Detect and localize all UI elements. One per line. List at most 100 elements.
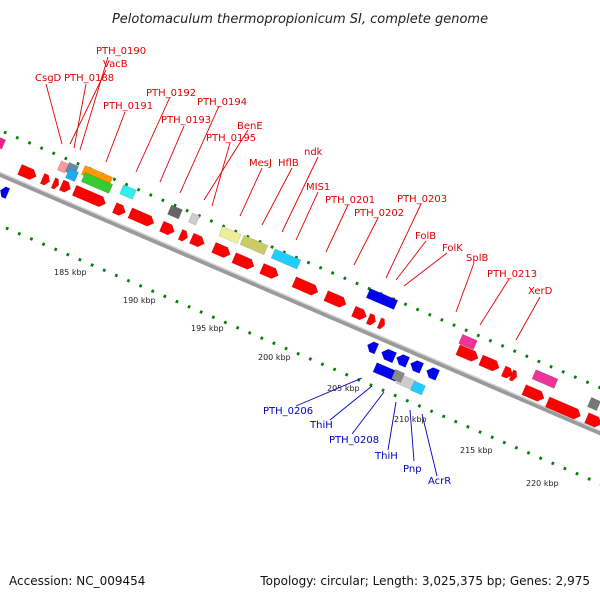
gene-label-pth-0191: PTH_0191	[103, 101, 153, 112]
forward-gene-arrow	[112, 202, 126, 216]
ring-dot	[284, 346, 288, 351]
ring-dot	[318, 265, 323, 270]
ring-dot	[587, 477, 591, 481]
ring-dot	[476, 333, 481, 338]
scale-label: 220 kbp	[526, 479, 559, 488]
gene-label-pth-0201: PTH_0201	[325, 195, 375, 206]
ring-dot	[272, 341, 276, 346]
accession-text: Accession: NC_009454	[9, 574, 146, 588]
ring-dot	[90, 263, 94, 267]
ring-dot	[320, 362, 325, 367]
ring-dot	[526, 451, 531, 455]
ring-dot	[585, 380, 590, 385]
ring-dot	[296, 351, 300, 356]
forward-gene-arrow	[500, 365, 513, 379]
forward-gene-arrow	[351, 305, 367, 321]
gene-label-pth-0194: PTH_0194	[197, 97, 247, 108]
ring-dot	[428, 312, 432, 317]
gene-label-mesj: MesJ	[249, 158, 272, 169]
ring-dot	[563, 466, 567, 471]
ring-dot	[440, 318, 444, 322]
ring-dot	[102, 268, 106, 273]
ring-dot	[367, 286, 371, 291]
forward-gene-arrow	[521, 384, 545, 402]
ring-dot	[282, 250, 286, 255]
forward-gene-arrow	[291, 276, 319, 296]
ring-dot	[78, 257, 82, 262]
ring-dot	[294, 255, 299, 260]
gene-label-pth-0192: PTH_0192	[146, 88, 196, 99]
ring-dot	[405, 398, 410, 403]
forward-gene-arrow	[177, 229, 188, 242]
reverse-gene-arrow	[0, 186, 11, 199]
scale-label: 205 kbp	[327, 384, 360, 393]
dotted-rings	[3, 130, 600, 486]
ring-dot	[490, 435, 494, 440]
ring-dot	[51, 151, 56, 156]
feature-block	[167, 204, 183, 220]
ring-dot	[197, 213, 202, 218]
forward-gene-arrow	[584, 412, 600, 428]
ring-dot	[393, 393, 397, 398]
scale-label: 185 kbp	[54, 268, 87, 277]
ring-dot	[500, 344, 505, 348]
gene-label-pth-0202: PTH_0202	[354, 208, 404, 219]
feature-block	[270, 248, 302, 270]
forward-gene-arrow	[71, 184, 106, 208]
ring-dot	[403, 302, 408, 307]
ring-dot	[330, 271, 335, 275]
forward-gene-arrow	[50, 177, 59, 190]
ring-dot	[114, 273, 119, 278]
gene-label-thih: ThiH	[309, 420, 333, 431]
forward-gene-arrow	[17, 164, 37, 180]
scale-label: 195 kbp	[191, 324, 224, 333]
ring-dot	[221, 224, 226, 229]
ring-dot	[5, 226, 9, 231]
ring-dot	[306, 260, 311, 265]
ring-dot	[478, 430, 482, 434]
gene-label-pth-0213: PTH_0213	[487, 269, 537, 280]
ring-dot	[126, 278, 131, 283]
forward-gene-arrow	[545, 396, 581, 420]
ring-dot	[187, 304, 191, 309]
feature-block	[587, 397, 600, 411]
ring-dot	[64, 156, 68, 161]
forward-gene-labels: CsgD PTH_0190 VacB PTH_0188 PTH_0191 PTH…	[35, 46, 553, 341]
reverse-gene-arrow	[410, 360, 424, 374]
ring-dot	[233, 229, 238, 234]
forward-gene-arrow	[365, 313, 376, 326]
ring-dot	[76, 161, 80, 166]
ring-dot	[124, 182, 129, 187]
gene-label-splb: SplB	[466, 253, 488, 264]
ring-dot	[464, 328, 468, 333]
forward-gene-arrow	[189, 232, 205, 248]
feature-block	[531, 369, 559, 389]
feature-block	[65, 168, 79, 182]
ring-dot	[211, 315, 216, 320]
ring-dot	[270, 245, 274, 249]
genome-summary-text: Topology: circular; Length: 3,025,375 bp…	[260, 574, 590, 588]
forward-gene-arrow	[58, 179, 71, 193]
ring-dot	[454, 419, 458, 424]
ring-dot	[452, 323, 456, 327]
gene-label-hflb: HflB	[278, 158, 299, 169]
forward-gene-arrow	[376, 317, 385, 330]
ring-dot	[185, 208, 189, 213]
ring-dot	[573, 375, 578, 379]
forward-gene-arrow	[39, 173, 50, 186]
gene-label-pth-0188: PTH_0188	[64, 73, 114, 84]
ring-dot	[17, 231, 22, 236]
feature-block	[218, 226, 242, 244]
ring-dot	[235, 325, 240, 330]
reverse-gene-arrow	[381, 348, 397, 364]
reverse-gene-arrow	[426, 367, 440, 381]
scale-label: 200 kbp	[258, 353, 291, 362]
gene-label-pth-0206: PTH_0206	[263, 406, 313, 417]
ring-dot	[381, 388, 385, 393]
feature-block	[458, 333, 478, 351]
ring-dot	[538, 456, 543, 461]
gene-label-xerd: XerD	[528, 286, 553, 297]
ring-dot	[549, 364, 553, 369]
